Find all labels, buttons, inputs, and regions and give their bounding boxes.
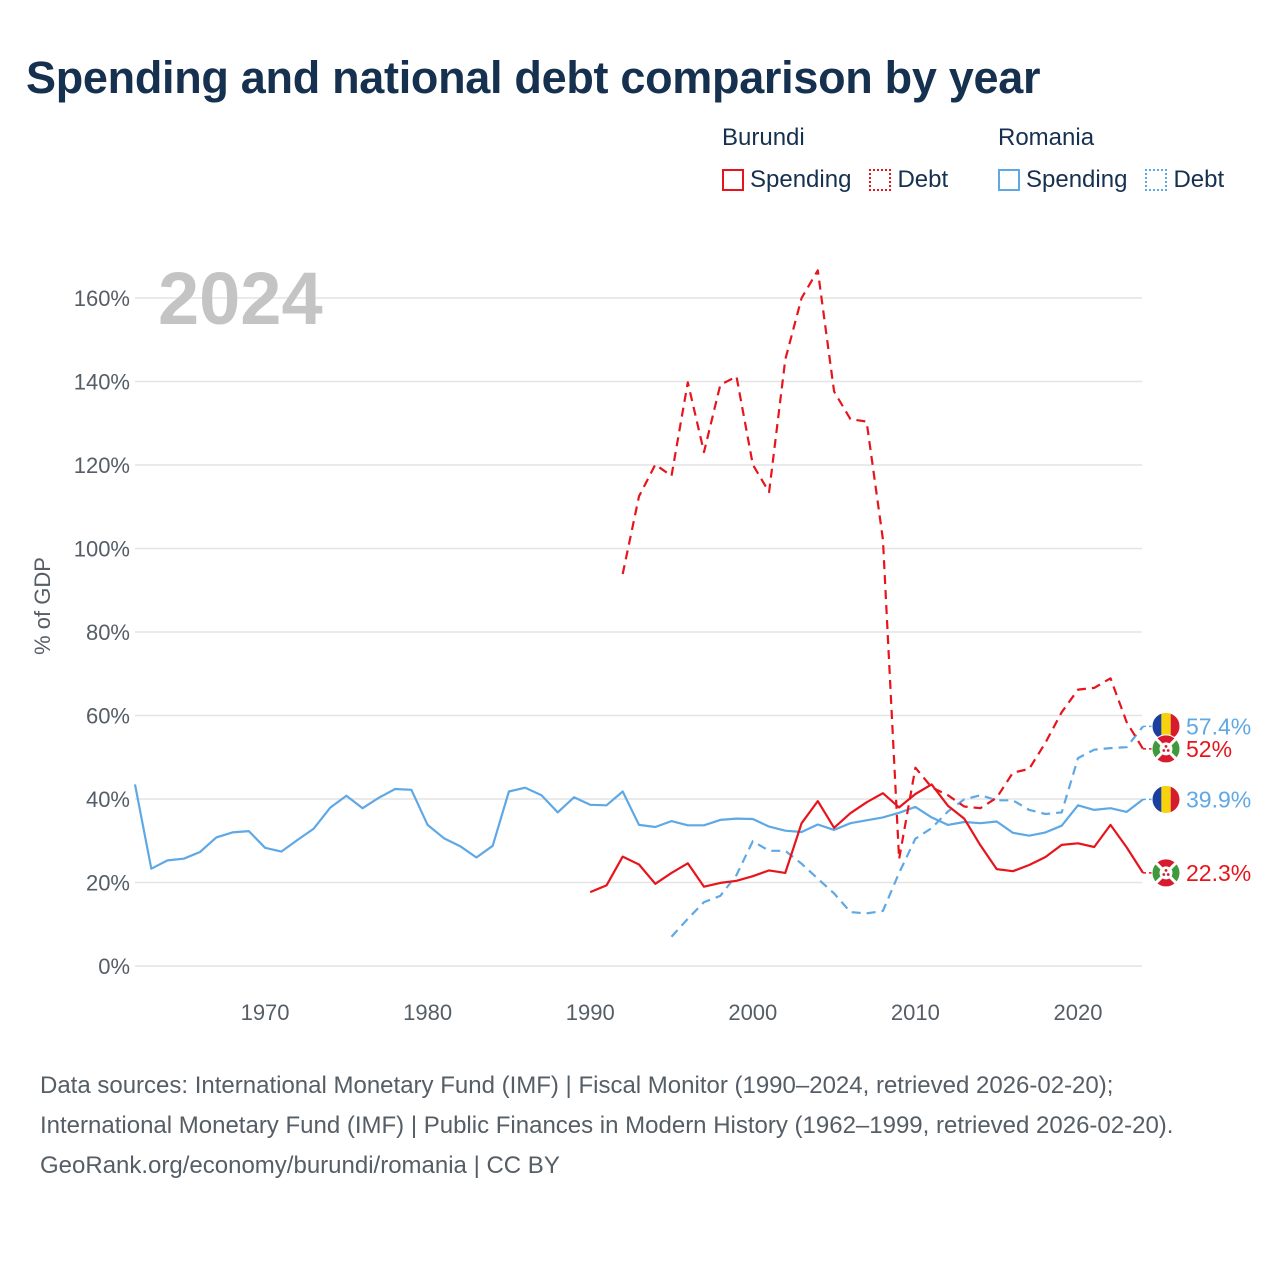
x-tick-label: 2010 bbox=[891, 1000, 940, 1025]
solid-line-swatch-icon bbox=[998, 169, 1020, 191]
legend-country-romania: Romania bbox=[998, 124, 1095, 151]
legend-country-burundi: Burundi bbox=[722, 124, 805, 151]
footer: Data sources: International Monetary Fun… bbox=[40, 1066, 1240, 1186]
legend-item-burundi-spending[interactable]: Spending bbox=[722, 166, 851, 194]
solid-line-swatch-icon bbox=[722, 169, 744, 191]
gridlines bbox=[135, 297, 1142, 967]
legend-group-romania: Romania Spending Debt bbox=[998, 124, 1242, 194]
burundi-flag-icon bbox=[1151, 858, 1181, 888]
legend-label: Debt bbox=[1173, 166, 1225, 193]
romania-flag-icon bbox=[1151, 784, 1181, 814]
y-tick-label: 80% bbox=[86, 620, 130, 645]
end-value-label: 57.4% bbox=[1186, 713, 1251, 739]
series-line-burundi-spending[interactable] bbox=[589, 783, 1144, 894]
dotted-line-swatch-icon bbox=[1145, 169, 1168, 191]
dotted-line-swatch-icon bbox=[869, 169, 892, 191]
legend-item-burundi-debt[interactable]: Debt bbox=[869, 166, 948, 194]
x-tick-label: 1990 bbox=[566, 1000, 615, 1025]
credit-link[interactable]: GeoRank.org/economy/burundi/romania | CC… bbox=[40, 1152, 560, 1179]
legend-group-burundi: Burundi Spending Debt bbox=[722, 124, 966, 194]
y-tick-label: 0% bbox=[98, 954, 130, 979]
legend-item-romania-debt[interactable]: Debt bbox=[1145, 166, 1224, 194]
y-tick-label: 120% bbox=[74, 453, 130, 478]
series-line-burundi-debt[interactable] bbox=[621, 269, 1144, 861]
x-tick-label: 2020 bbox=[1053, 1000, 1102, 1025]
end-value-label: 22.3% bbox=[1186, 860, 1251, 886]
line-chart: 0% 20% 40% 60% 80% 100% 120% 140% 160% 1970 1980 19… bbox=[30, 257, 1251, 1025]
y-tick-label: 140% bbox=[74, 370, 130, 395]
y-tick-label: 60% bbox=[86, 704, 130, 729]
chart-title: Spending and national debt comparison by… bbox=[26, 52, 1041, 103]
legend-label: Debt bbox=[897, 166, 949, 193]
legend-label: Spending bbox=[1026, 166, 1128, 193]
end-value-label: 39.9% bbox=[1186, 786, 1251, 812]
x-tick-label: 2000 bbox=[728, 1000, 777, 1025]
y-axis-label: % of GDP bbox=[30, 557, 55, 655]
end-labels: 57.4%52% 39.9% 22.3% bbox=[1143, 711, 1251, 888]
axes: 0% 20% 40% 60% 80% 100% 120% 140% 160% 1970 1980 19… bbox=[74, 286, 1103, 1025]
end-value-label: 52% bbox=[1186, 736, 1232, 762]
series-line-romania-debt[interactable] bbox=[670, 725, 1144, 938]
year-watermark: 2024 bbox=[158, 257, 323, 340]
y-tick-label: 160% bbox=[74, 286, 130, 311]
legend-item-romania-spending[interactable]: Spending bbox=[998, 166, 1127, 194]
y-tick-label: 100% bbox=[74, 537, 130, 562]
series-lines bbox=[133, 269, 1144, 938]
series-line-romania-spending[interactable] bbox=[133, 784, 1144, 870]
x-tick-label: 1970 bbox=[241, 1000, 290, 1025]
y-tick-label: 20% bbox=[86, 871, 130, 896]
x-tick-label: 1980 bbox=[403, 1000, 452, 1025]
legend-label: Spending bbox=[750, 166, 852, 193]
data-sources: Data sources: International Monetary Fun… bbox=[40, 1072, 1174, 1139]
burundi-flag-icon bbox=[1151, 734, 1181, 764]
y-tick-label: 40% bbox=[86, 787, 130, 812]
